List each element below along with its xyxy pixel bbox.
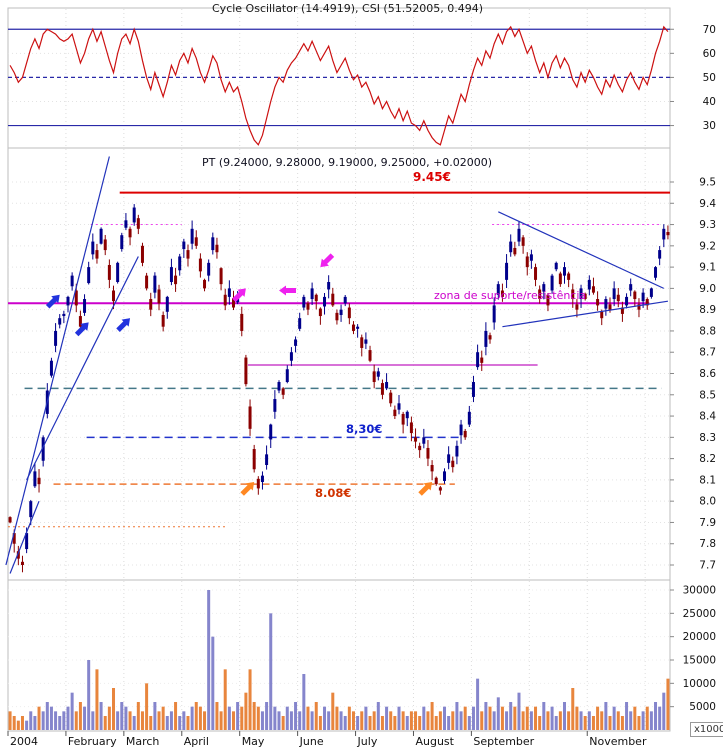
svg-text:50: 50	[703, 72, 716, 84]
svg-text:8.5: 8.5	[699, 389, 716, 401]
svg-text:70: 70	[703, 24, 716, 36]
svg-text:30: 30	[703, 120, 716, 132]
svg-text:7.9: 7.9	[699, 517, 716, 529]
svg-text:8.4: 8.4	[699, 411, 716, 423]
time-axis: 2004 February March April May June July August S…	[7, 731, 647, 748]
arrow-markers	[45, 253, 433, 496]
level-808-label: 8.08€	[315, 486, 352, 500]
svg-text:9.5: 9.5	[699, 177, 716, 189]
annotation-lines	[8, 191, 670, 528]
svg-text:8.2: 8.2	[699, 453, 716, 465]
svg-text:60: 60	[703, 48, 716, 60]
support-zone-label: zona de suporte/resistência	[434, 289, 587, 302]
svg-text:September: September	[473, 735, 534, 748]
level-830-label: 8,30€	[346, 422, 383, 436]
svg-text:March: March	[126, 735, 160, 748]
svg-text:9.1: 9.1	[699, 262, 716, 274]
horizontal-gridlines	[8, 52, 670, 708]
svg-text:November: November	[589, 735, 647, 748]
svg-text:August: August	[415, 735, 454, 748]
svg-text:5000: 5000	[689, 701, 716, 713]
svg-text:8.9: 8.9	[699, 304, 716, 316]
svg-text:9.4: 9.4	[699, 198, 716, 210]
svg-text:20000: 20000	[683, 631, 716, 643]
svg-text:15000: 15000	[683, 655, 716, 667]
svg-text:7.8: 7.8	[699, 538, 716, 550]
svg-text:2004: 2004	[10, 735, 38, 748]
symbol-title: PT (9.24000, 9.28000, 9.19000, 9.25000, …	[202, 156, 493, 169]
svg-text:40: 40	[703, 96, 716, 108]
price-axis-labels: 9.5 9.4 9.3 9.2 9.1 9.0 8.9 8.8 8.7 8.6 8.5 8.4 8.3 8…	[670, 177, 716, 572]
trend-lines	[5, 156, 669, 574]
svg-text:10000: 10000	[683, 678, 716, 690]
month-gridlines	[65, 9, 646, 730]
svg-text:8.3: 8.3	[699, 432, 716, 444]
svg-text:8.0: 8.0	[699, 496, 716, 508]
svg-text:May: May	[242, 735, 265, 748]
svg-text:8.7: 8.7	[699, 347, 716, 359]
resistance-price-label: 9.45€	[413, 170, 451, 184]
svg-text:June: June	[299, 735, 324, 748]
oscillator-axis-labels: 70 60 50 40 30	[670, 24, 716, 132]
svg-text:9.0: 9.0	[699, 283, 716, 295]
panel-frames	[7, 7, 671, 732]
svg-text:9.2: 9.2	[699, 240, 716, 252]
volume-unit-badge: x1000	[690, 722, 723, 737]
svg-text:30000: 30000	[683, 585, 716, 597]
svg-text:9.3: 9.3	[699, 219, 716, 231]
svg-text:8.6: 8.6	[699, 368, 716, 380]
svg-text:7.7: 7.7	[699, 560, 716, 572]
svg-text:April: April	[184, 735, 209, 748]
volume-axis-labels: 30000 25000 20000 15000 10000 5000	[670, 585, 716, 713]
svg-text:8.8: 8.8	[699, 325, 716, 337]
svg-text:February: February	[68, 735, 117, 748]
indicator-title: Cycle Oscillator (14.4919), CSI (51.5200…	[212, 2, 483, 15]
oscillator-ref-lines	[8, 28, 670, 127]
candlesticks	[8, 204, 670, 573]
oscillator-line	[9, 25, 669, 146]
volume-bars	[8, 590, 670, 730]
svg-text:8.1: 8.1	[699, 474, 716, 486]
svg-text:25000: 25000	[683, 608, 716, 620]
svg-text:July: July	[357, 735, 378, 748]
